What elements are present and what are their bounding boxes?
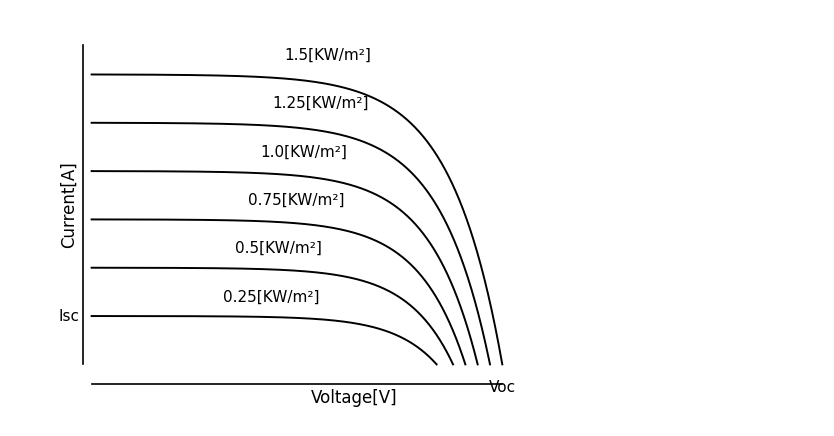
Text: 0.75[KW/m²]: 0.75[KW/m²]	[248, 193, 344, 208]
Text: 0.25[KW/m²]: 0.25[KW/m²]	[223, 290, 319, 304]
X-axis label: Voltage[V]: Voltage[V]	[311, 389, 398, 407]
Text: Voc: Voc	[489, 380, 516, 395]
Text: 1.5[KW/m²]: 1.5[KW/m²]	[284, 48, 371, 63]
Text: 1.0[KW/m²]: 1.0[KW/m²]	[260, 144, 347, 160]
Y-axis label: Current[A]: Current[A]	[60, 162, 78, 248]
Text: Isc: Isc	[58, 309, 79, 324]
Text: 1.25[KW/m²]: 1.25[KW/m²]	[273, 96, 369, 111]
Text: 0.5[KW/m²]: 0.5[KW/m²]	[235, 241, 322, 256]
